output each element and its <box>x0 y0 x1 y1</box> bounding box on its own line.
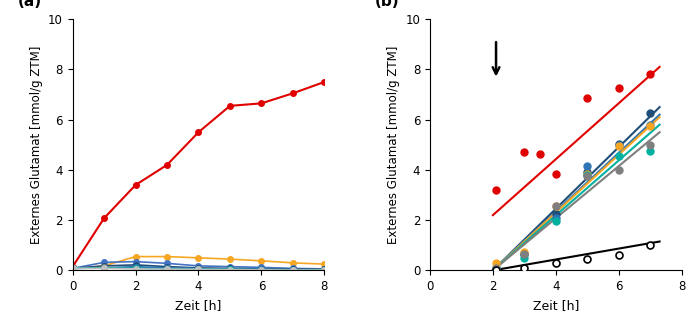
Y-axis label: Externes Glutamat [mmol/g ZTM]: Externes Glutamat [mmol/g ZTM] <box>387 46 400 244</box>
Y-axis label: Externes Glutamat [mmol/g ZTM]: Externes Glutamat [mmol/g ZTM] <box>30 46 42 244</box>
X-axis label: Zeit [h]: Zeit [h] <box>533 299 579 312</box>
X-axis label: Zeit [h]: Zeit [h] <box>175 299 221 312</box>
Text: (a): (a) <box>17 0 42 9</box>
Text: (b): (b) <box>374 0 399 9</box>
